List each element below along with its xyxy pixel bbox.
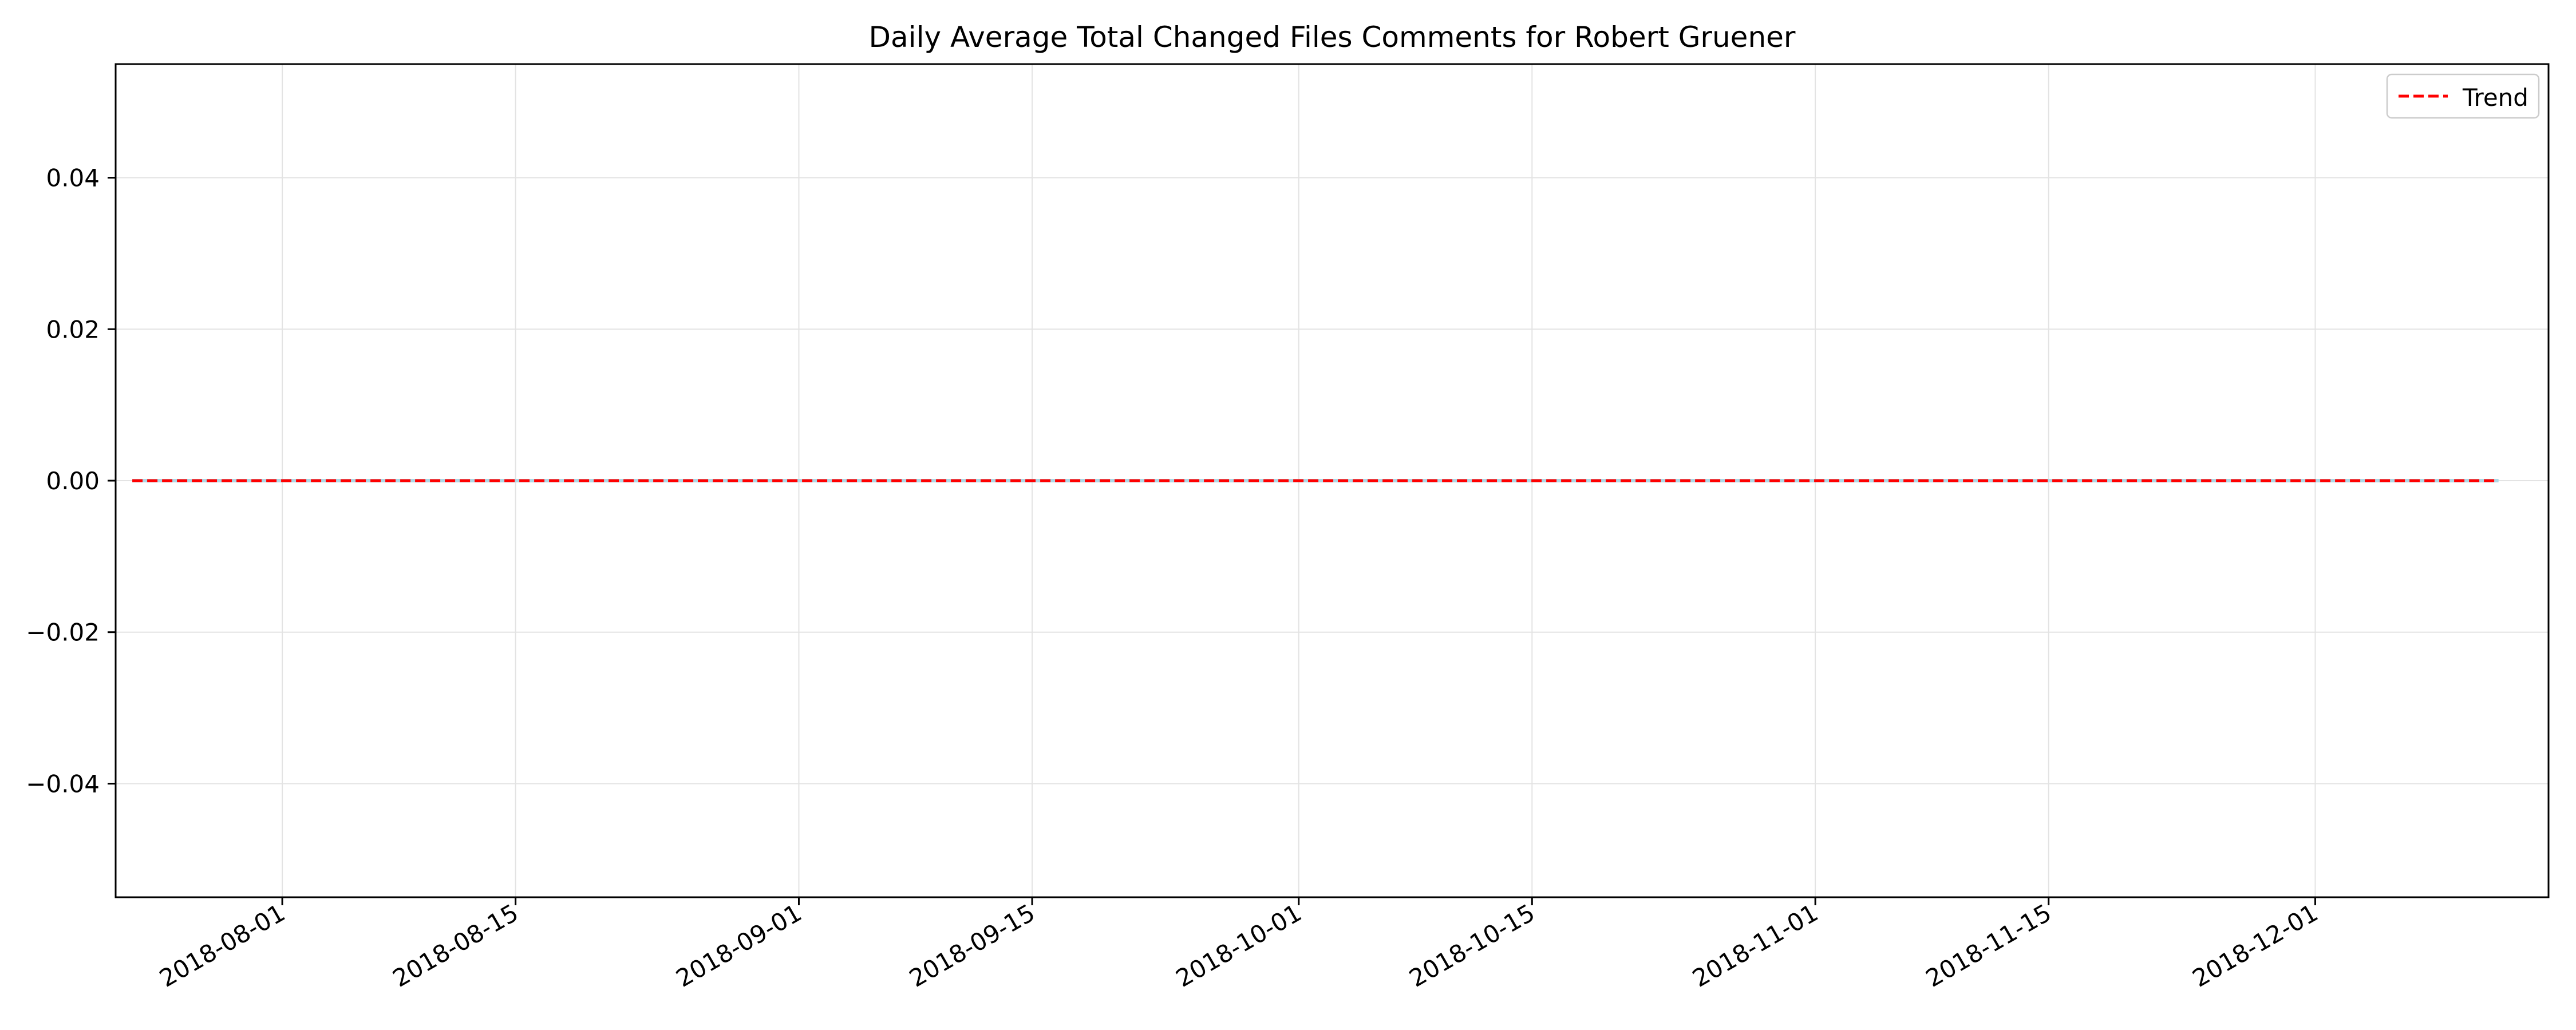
legend-trend-label: Trend: [2462, 84, 2528, 112]
y-tick-label: 0.02: [46, 315, 100, 343]
y-tick-label: −0.02: [26, 619, 100, 647]
y-tick-label: −0.04: [26, 770, 100, 798]
legend-box: [2386, 73, 2540, 119]
y-tick-label: 0.04: [46, 164, 100, 192]
y-tick-label: 0.00: [46, 467, 100, 495]
chart-title: Daily Average Total Changed Files Commen…: [869, 21, 1796, 54]
legend: Trend: [2386, 73, 2540, 119]
